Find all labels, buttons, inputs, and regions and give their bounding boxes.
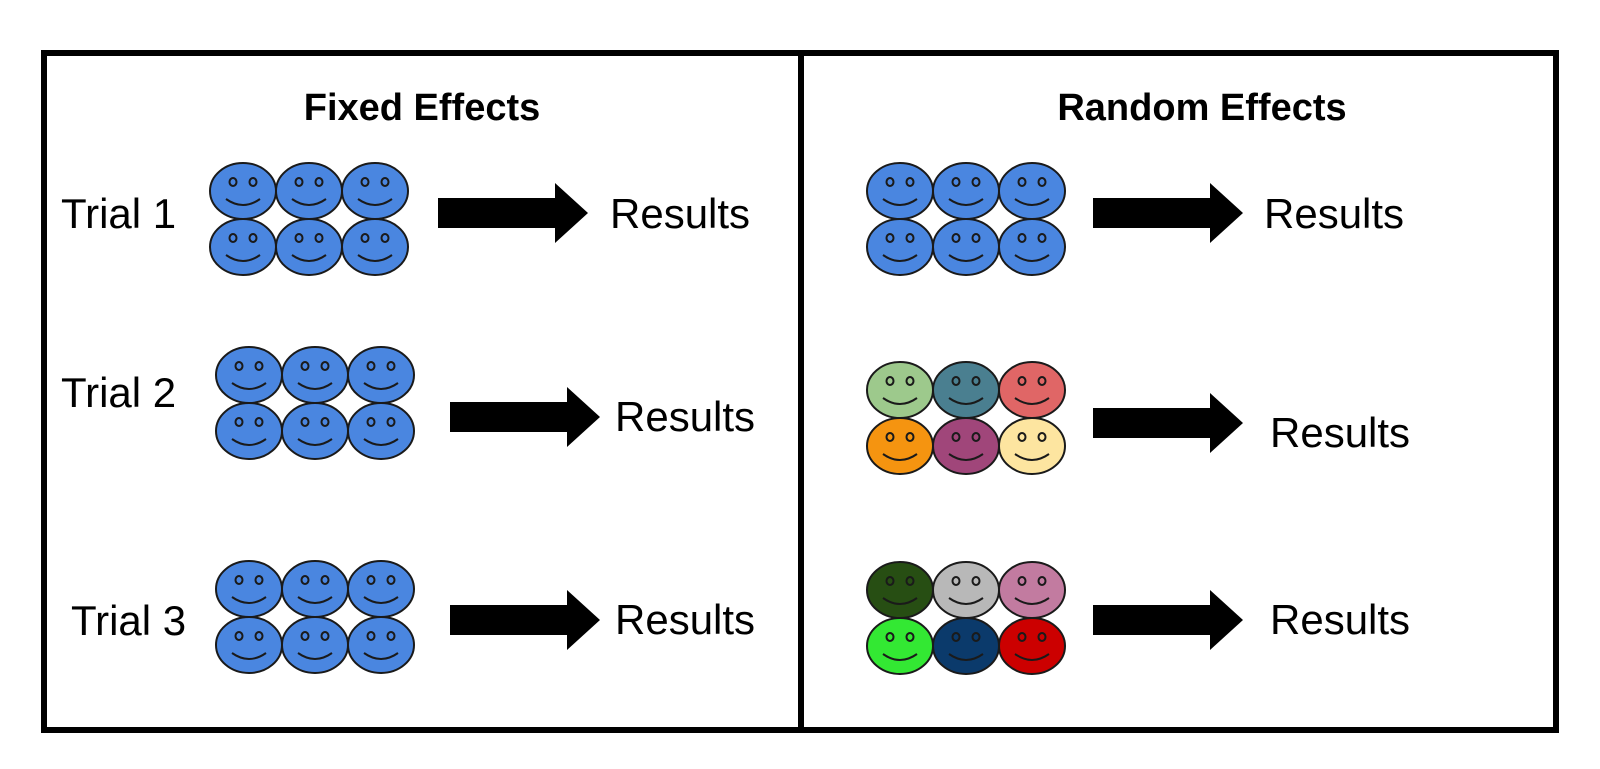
trial-1-label: Trial 1: [61, 190, 176, 237]
smiley-face-icon: [866, 617, 934, 675]
smiley-face-icon: [932, 218, 1000, 276]
smiley-face-icon: [215, 560, 283, 618]
smiley-face-icon: [998, 361, 1066, 419]
smiley-face-icon: [932, 361, 1000, 419]
smiley-face-icon: [932, 417, 1000, 475]
results-label: Results: [615, 596, 755, 643]
smiley-face-icon: [998, 417, 1066, 475]
panel-title-random-effects: Random Effects: [1057, 87, 1346, 129]
smiley-face-icon: [215, 402, 283, 460]
smiley-face-icon: [347, 560, 415, 618]
smiley-face-icon: [866, 218, 934, 276]
smiley-face-icon: [998, 162, 1066, 220]
smiley-face-icon: [932, 561, 1000, 619]
smiley-face-icon: [215, 616, 283, 674]
right-arrow-icon: [450, 387, 600, 447]
smiley-face-icon: [341, 162, 409, 220]
smiley-face-icon: [998, 218, 1066, 276]
smiley-face-icon: [341, 218, 409, 276]
face-group: [215, 346, 415, 460]
smiley-face-icon: [281, 346, 349, 404]
smiley-face-icon: [932, 162, 1000, 220]
results-label: Results: [1270, 409, 1410, 456]
trial-3-label: Trial 3: [71, 597, 186, 644]
smiley-face-icon: [281, 402, 349, 460]
right-arrow-icon: [1093, 393, 1243, 453]
smiley-face-icon: [209, 218, 277, 276]
smiley-face-icon: [281, 560, 349, 618]
smiley-face-icon: [347, 616, 415, 674]
results-label: Results: [615, 393, 755, 440]
smiley-face-icon: [998, 561, 1066, 619]
smiley-face-icon: [866, 417, 934, 475]
face-group: [866, 361, 1066, 475]
right-arrow-icon: [1093, 183, 1243, 243]
results-label: Results: [610, 190, 750, 237]
smiley-face-icon: [998, 617, 1066, 675]
right-arrow-icon: [1093, 590, 1243, 650]
face-group: [866, 162, 1066, 276]
smiley-face-icon: [281, 616, 349, 674]
smiley-face-icon: [275, 218, 343, 276]
results-label: Results: [1270, 596, 1410, 643]
smiley-face-icon: [866, 162, 934, 220]
smiley-face-icon: [347, 402, 415, 460]
trial-2-label: Trial 2: [61, 369, 176, 416]
right-arrow-icon: [438, 183, 588, 243]
face-group: [209, 162, 409, 276]
face-group: [215, 560, 415, 674]
face-group: [866, 561, 1066, 675]
smiley-face-icon: [866, 561, 934, 619]
smiley-face-icon: [932, 617, 1000, 675]
panel-title-fixed-effects: Fixed Effects: [304, 87, 541, 129]
smiley-face-icon: [215, 346, 283, 404]
right-arrow-icon: [450, 590, 600, 650]
results-label: Results: [1264, 190, 1404, 237]
smiley-face-icon: [275, 162, 343, 220]
smiley-face-icon: [347, 346, 415, 404]
smiley-face-icon: [866, 361, 934, 419]
smiley-face-icon: [209, 162, 277, 220]
